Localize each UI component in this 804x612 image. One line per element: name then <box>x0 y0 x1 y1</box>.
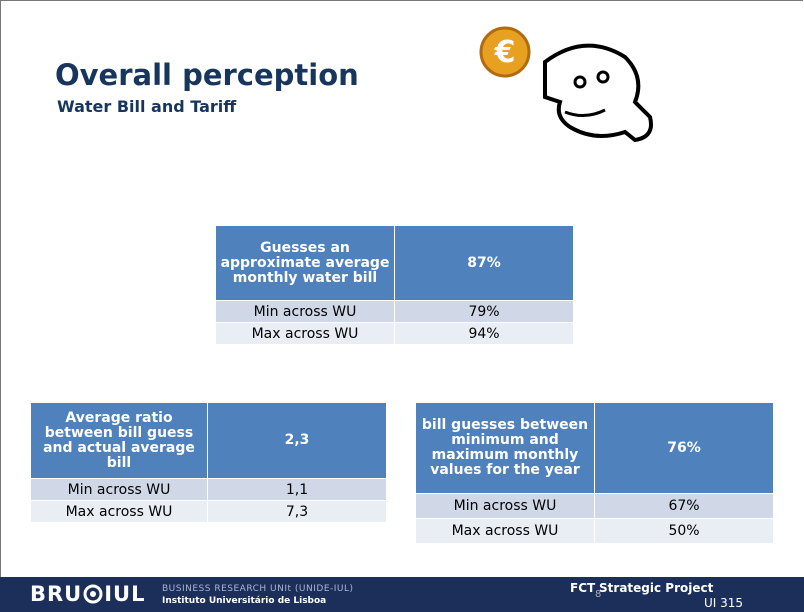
project-label: Strategic Project <box>599 581 713 595</box>
project-ui: UI 315 <box>704 596 743 610</box>
subtitle: Water Bill and Tariff <box>57 97 236 116</box>
page-number: 8 <box>595 589 601 600</box>
header-cell: 76% <box>595 403 774 494</box>
header-cell: Guesses an approximate average monthly w… <box>216 226 395 301</box>
header-cell: Average ratio between bill guess and act… <box>31 403 208 479</box>
institute: Instituto Universitário de Lisboa <box>162 596 326 606</box>
header-row: bill guesses between minimum and maximum… <box>416 403 774 494</box>
fct: FCT <box>570 581 595 595</box>
brand: BRU IUL <box>30 582 145 606</box>
brand-left: BRU <box>30 582 82 606</box>
title: Overall perception <box>55 58 359 92</box>
cell: 94% <box>395 323 574 345</box>
data-table: Guesses an approximate average monthly w… <box>215 225 574 345</box>
cell: Max across WU <box>216 323 395 345</box>
header-cell: 2,3 <box>208 403 387 479</box>
unit-name: BUSINESS RESEARCH UNIt (UNIDE-IUL) <box>162 584 354 594</box>
cartoon: € <box>475 22 665 152</box>
cell: Max across WU <box>416 519 595 544</box>
cell: Max across WU <box>31 501 208 523</box>
cell: 50% <box>595 519 774 544</box>
header-cell: bill guesses between minimum and maximum… <box>416 403 595 494</box>
data-table: Average ratio between bill guess and act… <box>30 402 387 523</box>
svg-text:€: € <box>494 35 516 70</box>
header-row: Average ratio between bill guess and act… <box>31 403 387 479</box>
cell: 79% <box>395 301 574 323</box>
header-cell: 87% <box>395 226 574 301</box>
brand-logo <box>82 583 104 605</box>
slide: Overall perception Water Bill and Tariff… <box>0 0 804 612</box>
brand-right: IUL <box>104 582 145 606</box>
cell: Min across WU <box>216 301 395 323</box>
footer: BRU IUL BUSINESS RESEARCH UNIt (UNIDE-IU… <box>0 577 804 612</box>
cell: Min across WU <box>416 494 595 519</box>
header-row: Guesses an approximate average monthly w… <box>216 226 574 301</box>
project: FCT Strategic Project <box>570 581 713 595</box>
cell: 67% <box>595 494 774 519</box>
cell: 1,1 <box>208 479 387 501</box>
cell: 7,3 <box>208 501 387 523</box>
cell: Min across WU <box>31 479 208 501</box>
data-table: bill guesses between minimum and maximum… <box>415 402 774 544</box>
